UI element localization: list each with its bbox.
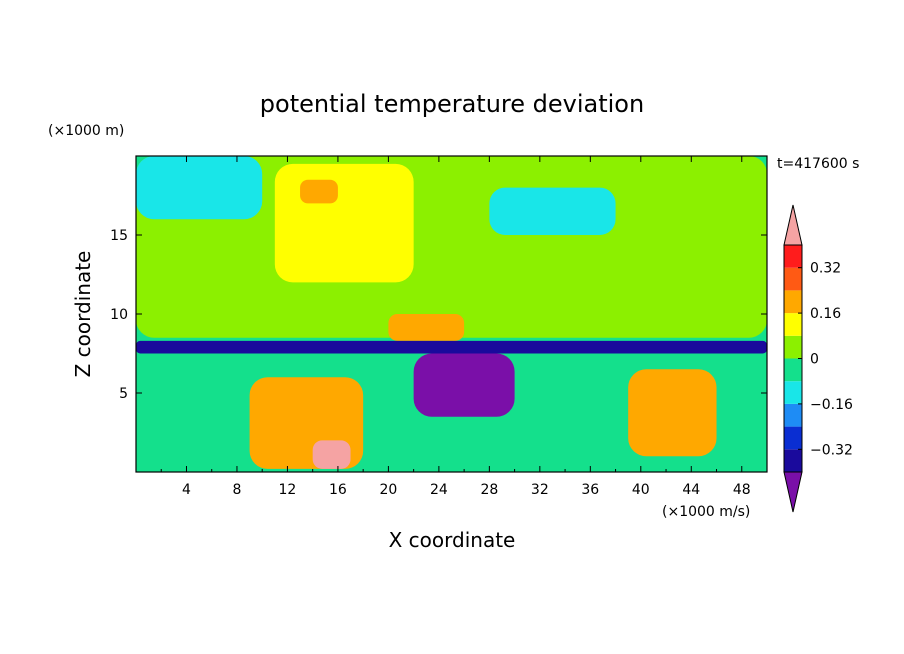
x-tick-label: 44 <box>682 482 700 498</box>
y-tick-label: 15 <box>110 228 128 244</box>
colorbar-band <box>784 449 802 472</box>
contour-region <box>136 156 263 220</box>
colorbar-band <box>784 335 802 359</box>
colorbar-tick-label: 0.32 <box>810 261 841 277</box>
contour-region <box>300 179 338 204</box>
x-tick-label: 4 <box>182 482 191 498</box>
x-tick-label: 12 <box>279 482 297 498</box>
x-tick-label: 20 <box>379 482 397 498</box>
time-label: t=417600 s <box>777 156 859 172</box>
x-axis: 4 8 12 16 20 24 28 32 36 40 44 48 <box>160 156 751 498</box>
colorbar-max-arrow <box>783 204 803 246</box>
colorbar-band <box>784 381 802 404</box>
colorbar-band <box>784 358 802 382</box>
colorbar-band <box>784 426 802 450</box>
x-tick-label: 36 <box>581 482 599 498</box>
y-axis-label: Z coordinate <box>71 251 95 378</box>
colorbar-tick-label: −0.16 <box>810 397 853 413</box>
x-axis-label: X coordinate <box>389 528 516 552</box>
contour-field <box>136 156 767 472</box>
x-tick-label: 32 <box>531 482 549 498</box>
colorbar-tick-label: −0.32 <box>810 442 853 458</box>
colorbar-band <box>784 290 802 314</box>
y-axis: 5 10 15 <box>110 228 767 402</box>
contour-region <box>312 440 351 469</box>
contour-region <box>274 163 414 283</box>
contour-region <box>413 353 515 417</box>
contour-region <box>388 314 465 341</box>
colorbar-band <box>784 313 802 336</box>
contour-region <box>136 340 767 354</box>
colorbar-band <box>784 245 802 268</box>
x-tick-label: 24 <box>430 482 448 498</box>
x-tick-label: 40 <box>632 482 650 498</box>
x-tick-label: 28 <box>480 482 498 498</box>
colorbar-min-arrow <box>783 471 803 513</box>
contour-region <box>628 369 717 457</box>
colorbar-band <box>784 267 802 291</box>
y-tick-label: 5 <box>119 386 128 402</box>
y-unit-label: (×1000 m) <box>48 123 124 139</box>
y-tick-label: 10 <box>110 307 128 323</box>
x-unit-label: (×1000 m/s) <box>662 504 750 520</box>
colorbar-tick-label: 0.16 <box>810 306 841 322</box>
x-tick-label: 8 <box>232 482 241 498</box>
colorbar: 0.32 0.16 0 −0.16 −0.32 <box>783 204 853 513</box>
x-tick-label: 16 <box>329 482 347 498</box>
contour-region <box>489 187 616 235</box>
colorbar-tick-label: 0 <box>810 352 819 368</box>
colorbar-band <box>784 403 802 427</box>
x-tick-label: 48 <box>733 482 751 498</box>
chart-title: potential temperature deviation <box>260 90 644 118</box>
